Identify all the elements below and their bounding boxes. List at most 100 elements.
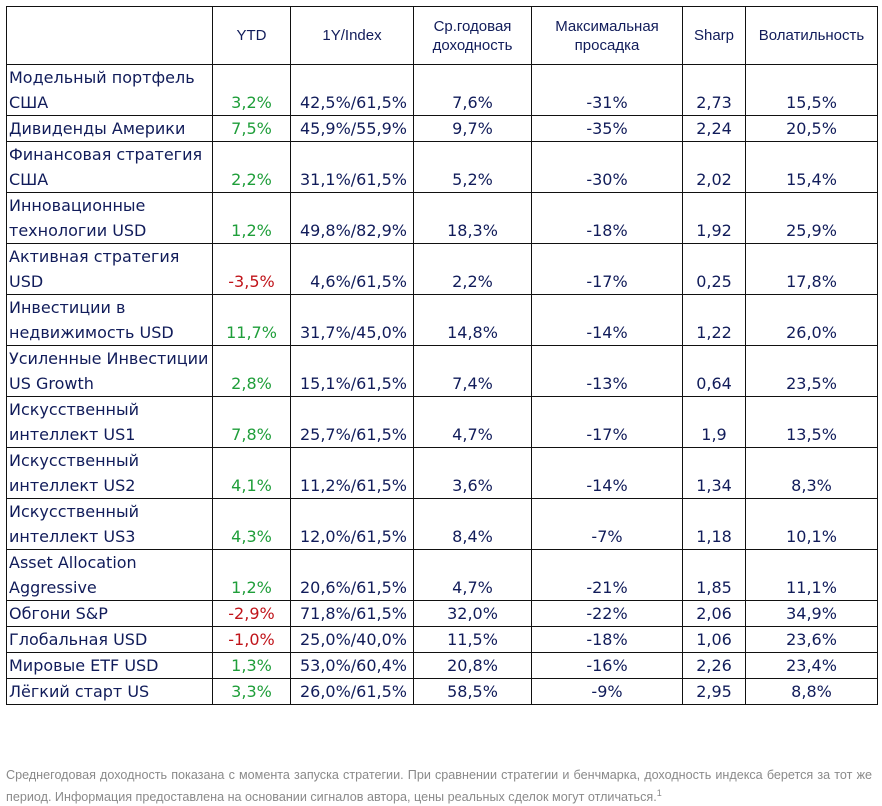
ytd-cell: 1,2% (212, 549, 291, 601)
max-drawdown-cell: -22% (531, 600, 683, 627)
strategy-name-cell: Модельный портфель США (6, 64, 213, 116)
volatility-cell: 23,4% (745, 652, 878, 679)
header-avg-return-line2: доходность (432, 36, 513, 54)
table-row: Глобальная USD -1,0% 25,0%/40,0% 11,5% -18% 1… (6, 626, 878, 653)
header-max-drawdown-line1: Максимальная (555, 17, 659, 35)
volatility-cell: 20,5% (745, 115, 878, 142)
ytd-cell: 1,3% (212, 652, 291, 679)
volatility-cell: 15,5% (745, 64, 878, 116)
table-row: Обгони S&P -2,9% 71,8%/61,5% 32,0% -22% 2,06 3… (6, 600, 878, 627)
strategy-name-cell: Глобальная USD (6, 626, 213, 653)
max-drawdown-cell: -18% (531, 192, 683, 244)
max-drawdown-cell: -16% (531, 652, 683, 679)
avg-return-cell: 18,3% (413, 192, 532, 244)
volatility-cell: 23,5% (745, 345, 878, 397)
table-row: Лёгкий старт US 3,3% 26,0%/61,5% 58,5% -9% 2,… (6, 678, 878, 705)
ytd-cell: 7,8% (212, 396, 291, 448)
strategy-name-cell: Инновационные технологии USD (6, 192, 213, 244)
index-cell: 26,0%/61,5% (290, 678, 414, 705)
header-sharp: Sharp (682, 6, 746, 65)
avg-return-cell: 4,7% (413, 396, 532, 448)
strategy-name-cell: Инвестиции в недвижимость USD (6, 294, 213, 346)
ytd-cell: 2,8% (212, 345, 291, 397)
table-row: Искусственный интеллект US2 4,1% 11,2%/61,… (6, 447, 878, 499)
footnote-text: Среднегодовая доходность показана с моме… (6, 768, 872, 805)
avg-return-cell: 5,2% (413, 141, 532, 193)
table-row: Инновационные технологии USD 1,2% 49,8%/82… (6, 192, 878, 244)
avg-return-cell: 14,8% (413, 294, 532, 346)
max-drawdown-cell: -35% (531, 115, 683, 142)
index-cell: 12,0%/61,5% (290, 498, 414, 550)
ytd-cell: 11,7% (212, 294, 291, 346)
max-drawdown-cell: -31% (531, 64, 683, 116)
header-strategy (6, 6, 213, 65)
index-cell: 31,7%/45,0% (290, 294, 414, 346)
index-cell: 53,0%/60,4% (290, 652, 414, 679)
max-drawdown-cell: -21% (531, 549, 683, 601)
avg-return-cell: 20,8% (413, 652, 532, 679)
footnote: Среднегодовая доходность показана с моме… (6, 766, 872, 806)
strategy-name-cell: Финансовая стратегия США (6, 141, 213, 193)
index-cell: 42,5%/61,5% (290, 64, 414, 116)
header-volatility: Волатильность (745, 6, 878, 65)
avg-return-cell: 11,5% (413, 626, 532, 653)
strategy-name-cell: Лёгкий старт US (6, 678, 213, 705)
index-cell: 71,8%/61,5% (290, 600, 414, 627)
table-row: Искусственный интеллект US1 7,8% 25,7%/61,… (6, 396, 878, 448)
header-max-drawdown-line2: просадка (574, 36, 640, 54)
max-drawdown-cell: -9% (531, 678, 683, 705)
footnote-marker: 1 (656, 788, 662, 798)
table-row: Искусственный интеллект US3 4,3% 12,0%/61,… (6, 498, 878, 550)
strategy-name-cell: Искусственный интеллект US1 (6, 396, 213, 448)
avg-return-cell: 7,4% (413, 345, 532, 397)
volatility-cell: 8,8% (745, 678, 878, 705)
avg-return-cell: 2,2% (413, 243, 532, 295)
index-cell: 31,1%/61,5% (290, 141, 414, 193)
header-avg-return: Ср.годовая доходность (413, 6, 532, 65)
max-drawdown-cell: -17% (531, 396, 683, 448)
avg-return-cell: 9,7% (413, 115, 532, 142)
ytd-cell: 4,1% (212, 447, 291, 499)
sharp-cell: 1,06 (682, 626, 746, 653)
volatility-cell: 34,9% (745, 600, 878, 627)
max-drawdown-cell: -13% (531, 345, 683, 397)
sharp-cell: 1,9 (682, 396, 746, 448)
ytd-cell: 1,2% (212, 192, 291, 244)
sharp-cell: 1,18 (682, 498, 746, 550)
ytd-cell: 4,3% (212, 498, 291, 550)
volatility-cell: 17,8% (745, 243, 878, 295)
index-cell: 11,2%/61,5% (290, 447, 414, 499)
avg-return-cell: 58,5% (413, 678, 532, 705)
max-drawdown-cell: -14% (531, 447, 683, 499)
table-row: Мировые ETF USD 1,3% 53,0%/60,4% 20,8% -16% 2… (6, 652, 878, 679)
table-row: Модельный портфель США 3,2% 42,5%/61,5% 7,6… (6, 64, 878, 116)
index-cell: 25,7%/61,5% (290, 396, 414, 448)
avg-return-cell: 32,0% (413, 600, 532, 627)
strategy-name-cell: Активная стратегия USD (6, 243, 213, 295)
volatility-cell: 11,1% (745, 549, 878, 601)
sharp-cell: 1,22 (682, 294, 746, 346)
table-row: Активная стратегия USD -3,5% 4,6%/61,5% 2,2… (6, 243, 878, 295)
sharp-cell: 0,64 (682, 345, 746, 397)
table-row: Инвестиции в недвижимость USD 11,7% 31,7%/… (6, 294, 878, 346)
avg-return-cell: 3,6% (413, 447, 532, 499)
ytd-cell: 3,3% (212, 678, 291, 705)
ytd-cell: 2,2% (212, 141, 291, 193)
volatility-cell: 10,1% (745, 498, 878, 550)
strategy-name-cell: Дивиденды Америки (6, 115, 213, 142)
ytd-cell: -3,5% (212, 243, 291, 295)
strategy-name-cell: Asset Allocation Aggressive (6, 549, 213, 601)
header-row: YTD 1Y/Index Ср.годовая доходность Максим… (6, 6, 878, 65)
strategy-name-cell: Искусственный интеллект US2 (6, 447, 213, 499)
table-row: Дивиденды Америки 7,5% 45,9%/55,9% 9,7% -35%… (6, 115, 878, 142)
table-row: Финансовая стратегия США 2,2% 31,1%/61,5% 5… (6, 141, 878, 193)
ytd-cell: -1,0% (212, 626, 291, 653)
sharp-cell: 1,85 (682, 549, 746, 601)
index-cell: 20,6%/61,5% (290, 549, 414, 601)
volatility-cell: 8,3% (745, 447, 878, 499)
sharp-cell: 2,95 (682, 678, 746, 705)
max-drawdown-cell: -17% (531, 243, 683, 295)
volatility-cell: 23,6% (745, 626, 878, 653)
ytd-cell: 3,2% (212, 64, 291, 116)
index-cell: 15,1%/61,5% (290, 345, 414, 397)
